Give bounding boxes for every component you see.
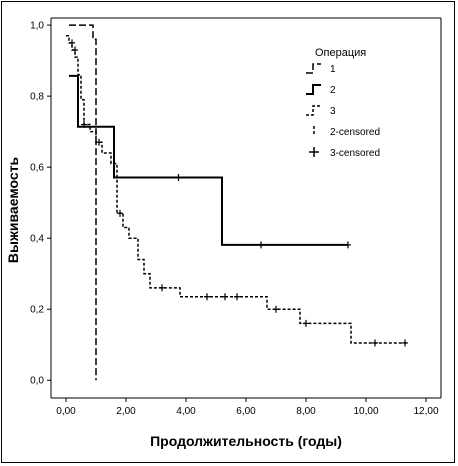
censor-mark-2-censored — [345, 241, 351, 249]
y-tick-label: 1,0 — [30, 21, 44, 32]
x-tick-label: 8,00 — [296, 406, 316, 417]
censor-mark-3-censored — [204, 293, 210, 301]
censor-mark-3-censored — [159, 284, 165, 292]
censor-mark-3-censored — [81, 121, 87, 129]
x-tick-label: 0,00 — [56, 406, 76, 417]
censor-mark-3-censored — [402, 339, 408, 347]
legend-swatch-2 — [306, 84, 321, 95]
censor-mark-3-censored — [303, 319, 309, 327]
censor-mark-2-censored — [258, 241, 264, 249]
series-line-2 — [69, 74, 348, 246]
y-tick-label: 0,8 — [30, 92, 44, 103]
censor-mark-3-censored — [117, 209, 123, 217]
x-tick-label: 12,00 — [413, 406, 438, 417]
legend-label-1: 1 — [330, 64, 336, 75]
x-tick-label: 2,00 — [116, 406, 136, 417]
x-tick-label: 10,00 — [353, 406, 378, 417]
series-line-3 — [66, 35, 408, 344]
censor-mark-3-censored — [69, 39, 75, 47]
legend-title: Операция — [315, 47, 366, 59]
y-tick-label: 0,4 — [30, 234, 44, 245]
x-axis-title: Продолжительность (годы) — [150, 433, 342, 449]
legend-label-3-censored: 3-censored — [330, 148, 380, 159]
y-tick-label: 0,2 — [30, 305, 44, 316]
censor-mark-2-censored — [175, 173, 182, 181]
censor-mark-3-censored — [96, 138, 102, 146]
censor-mark-3-censored — [222, 293, 228, 301]
censor-mark-3-censored — [273, 305, 279, 313]
y-tick-label: 0,0 — [30, 376, 44, 387]
legend-label-3: 3 — [330, 106, 336, 117]
legend: Операция 1 2 3 2-censored 3-censored — [306, 47, 380, 159]
legend-label-2: 2 — [330, 85, 336, 96]
legend-swatch-3 — [306, 105, 321, 116]
x-tick-label: 4,00 — [176, 406, 196, 417]
legend-swatch-1 — [306, 63, 321, 74]
y-axis-title: Выживаемость — [5, 157, 21, 264]
censor-mark-3-censored — [372, 339, 378, 347]
censor-layer — [69, 39, 408, 347]
series-line-1 — [69, 24, 97, 381]
censor-mark-3-censored — [234, 293, 240, 301]
legend-swatch-3-censored — [309, 147, 319, 157]
axes: 0,00 2,00 4,00 6,00 8,00 10,00 12,00 0,0 0,2 0,4 0… — [30, 17, 442, 417]
legend-label-2-censored: 2-censored — [330, 127, 380, 138]
y-tick-label: 0,6 — [30, 163, 44, 174]
series-layer — [66, 24, 408, 381]
x-tick-label: 6,00 — [236, 406, 256, 417]
censor-mark-3-censored — [72, 46, 78, 54]
